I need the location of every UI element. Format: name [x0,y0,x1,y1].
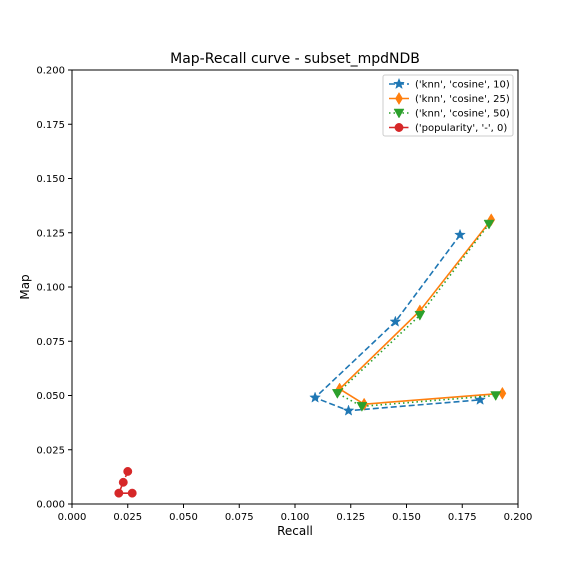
x-tick-label: 0.125 [336,512,365,523]
y-tick-label: 0.100 [36,283,65,294]
legend-entry: ('knn', 'cosine', 25) [415,94,510,105]
chart-title: Map-Recall curve - subset_mpdNDB [170,51,420,67]
y-tick-label: 0.125 [36,228,65,239]
data-point [474,393,487,405]
data-point [127,488,137,498]
x-tick-label: 0.050 [169,512,198,523]
x-axis-label: Recall [277,524,313,538]
legend-marker [395,92,403,105]
y-tick-label: 0.050 [36,391,65,402]
legend-entry: ('knn', 'cosine', 50) [415,109,510,120]
series-3 [114,467,137,498]
y-tick-label: 0.200 [36,66,65,77]
data-point [414,310,426,321]
legend-marker [393,77,405,90]
axes-frame [71,69,519,505]
y-tick-label: 0.000 [36,500,65,511]
y-tick-label: 0.175 [36,120,65,131]
data-point [342,404,355,416]
x-tick-label: 0.150 [392,512,421,523]
legend-entry: ('knn', 'cosine', 10) [415,80,510,91]
x-tick-label: 0.175 [448,512,477,523]
y-tick-label: 0.075 [36,337,65,348]
data-point [454,228,466,240]
x-tick-label: 0.200 [504,512,533,523]
legend-marker [393,108,405,119]
series-0 [309,228,487,416]
data-point [123,467,133,476]
data-point [331,389,343,399]
series-line [117,471,133,494]
data-point [483,219,495,230]
y-tick-label: 0.150 [36,174,65,185]
plot-area [71,69,519,505]
data-point [356,402,368,412]
x-axis-ticks: 0.000 0.025 0.050 0.075 0.100 0.125 0.150 0.175… [58,504,533,523]
data-point [490,391,502,402]
legend-marker [394,123,404,132]
data-point [309,391,321,403]
data-point [114,488,124,498]
legend-entry: ('popularity', '-', 0) [415,123,507,134]
series-layer [114,213,507,498]
y-tick-label: 0.025 [36,445,65,456]
series-2 [331,219,502,412]
legend: ('knn', 'cosine', 10) ('knn', 'cosine', 2… [382,74,514,137]
y-axis-label: Map [18,274,32,299]
x-tick-label: 0.100 [281,512,310,523]
legend-box [382,74,514,137]
data-point [118,477,128,487]
x-tick-label: 0.075 [225,512,254,523]
x-tick-label: 0.025 [113,512,142,523]
data-point [389,315,402,327]
y-axis-ticks: 0.000 0.025 0.050 0.075 0.100 0.125 0.150 0.175… [36,66,72,511]
x-tick-label: 0.000 [58,512,87,523]
